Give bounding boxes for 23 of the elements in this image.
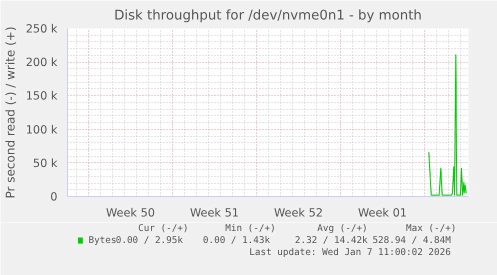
text: 0.00 / 1.43k xyxy=(202,235,270,246)
text: Min (-/+) xyxy=(225,223,276,234)
y-tick-label: 50 k xyxy=(32,156,58,170)
line-series xyxy=(428,54,467,196)
x-tick-label: Week 01 xyxy=(358,206,408,220)
y-tick-label: 0 xyxy=(50,190,58,204)
text: Max (-/+) xyxy=(406,223,456,234)
x-tick-label: Week 50 xyxy=(106,206,156,220)
chart-title: Disk throughput for /dev/nvme0n1 - by month xyxy=(114,8,422,24)
y-tick-label: 100 k xyxy=(26,122,58,136)
legend-label: Bytes xyxy=(88,235,116,246)
x-tick-label: Week 52 xyxy=(274,206,324,220)
y-tick-label: 250 k xyxy=(26,22,58,36)
text: Avg (-/+) xyxy=(317,223,368,234)
text: 528.94 / 4.84M xyxy=(372,235,452,246)
text: Last update: Wed Jan 7 11:00:02 2026 xyxy=(249,247,451,258)
text: 0.00 / 2.95k xyxy=(116,235,184,246)
y-tick-label: 200 k xyxy=(26,55,58,70)
y-axis-title: Pr second read (-) / write (+) xyxy=(4,26,18,198)
text: Cur (-/+) xyxy=(138,223,189,234)
y-tick-label: 150 k xyxy=(26,88,58,103)
text: 2.32 / 14.42k xyxy=(294,235,368,246)
x-tick-label: Week 51 xyxy=(190,206,240,220)
